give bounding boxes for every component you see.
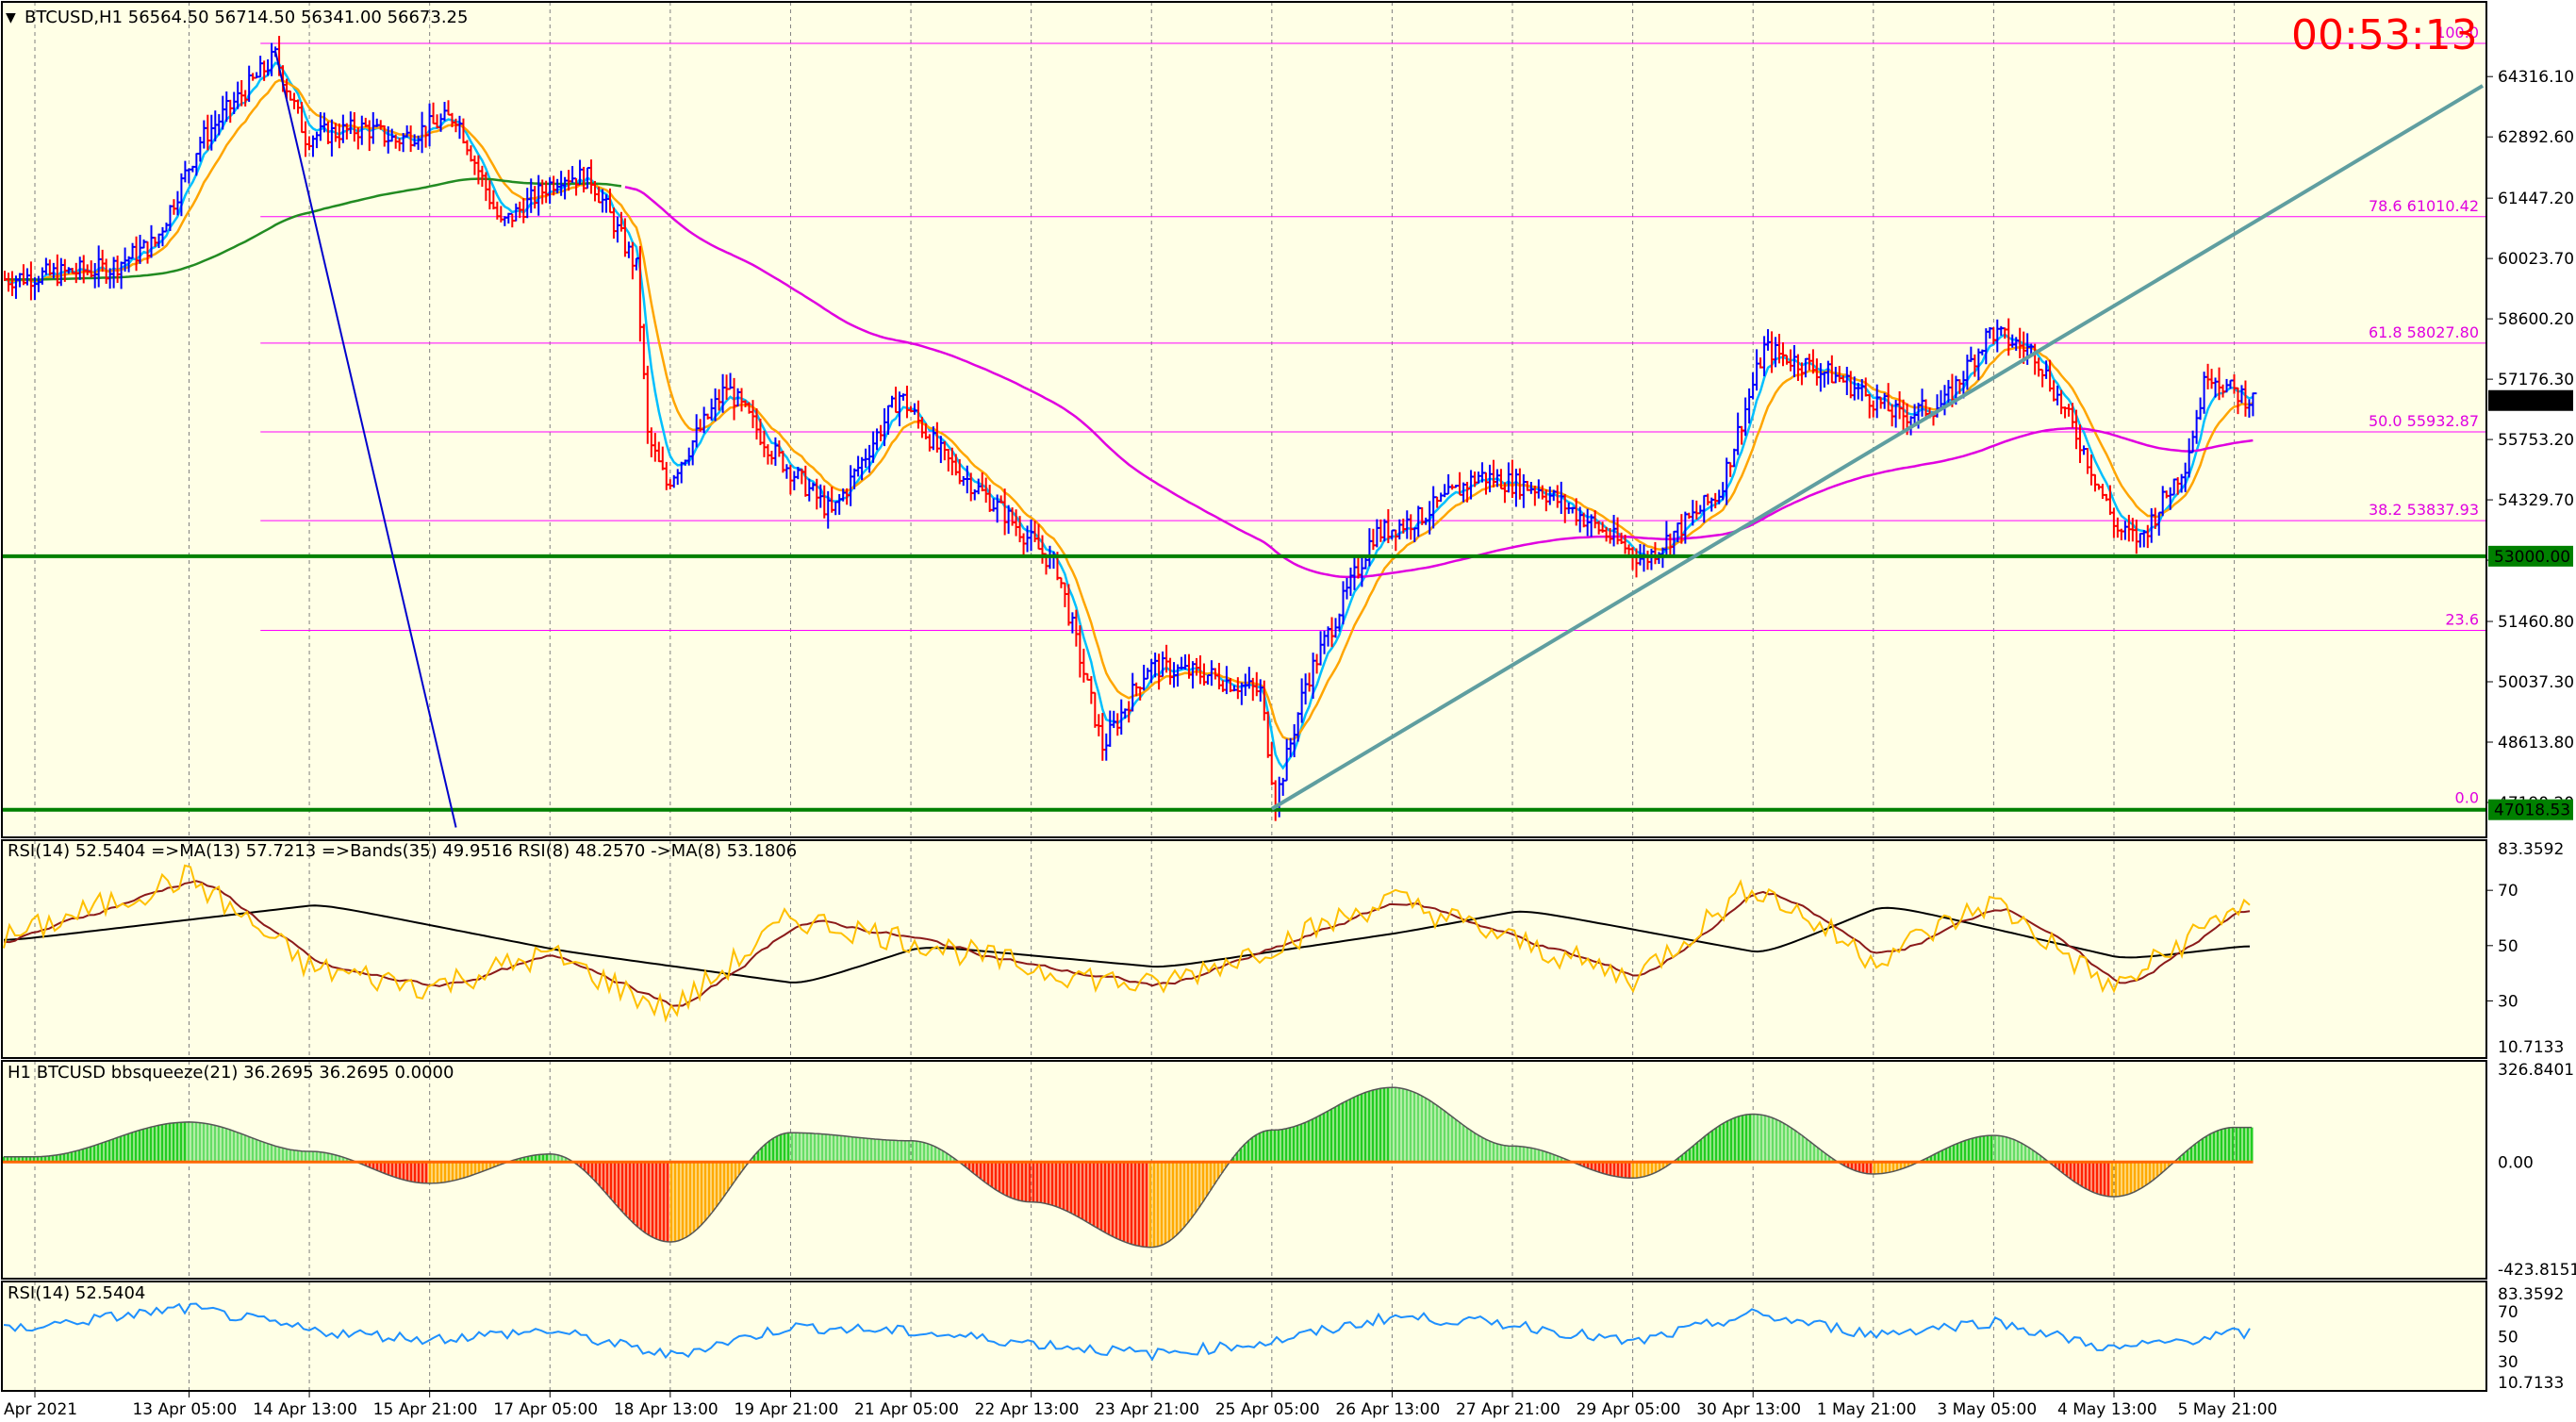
rsi-bands-background[interactable]	[2, 840, 2486, 1058]
rsi-plain-level-label: 30	[2498, 1353, 2518, 1372]
fib-level-label: 61.8 58027.80	[2369, 323, 2479, 341]
trendline	[1270, 84, 2485, 811]
time-tick-label: 30 Apr 13:00	[1696, 1400, 1801, 1419]
support-high-label-box	[2488, 545, 2573, 567]
time-tick-label: 23 Apr 21:00	[1095, 1400, 1199, 1419]
time-tick-label: 11 Apr 2021	[0, 1400, 77, 1419]
price-tick-label: 57176.30	[2498, 371, 2574, 389]
fib-level-label: 100.0	[2436, 24, 2479, 41]
rsi-bands-level-label: 50	[2498, 937, 2518, 956]
time-tick-label: 26 Apr 13:00	[1335, 1400, 1440, 1419]
price-tick-label: 58600.20	[2498, 310, 2574, 329]
time-tick-label: 15 Apr 21:00	[373, 1400, 478, 1419]
fib-level-label: 78.6 61010.42	[2369, 197, 2479, 215]
fib-level-label: 50.0 55932.87	[2369, 412, 2479, 430]
current-price-label-box	[2488, 389, 2573, 411]
ma-long-magenta-line	[624, 186, 2254, 579]
rsi-plain-frame	[1, 1281, 2487, 1392]
price-bars	[4, 36, 2257, 821]
chart-objects[interactable]	[2, 51, 2486, 828]
price-tick-label: 50037.30	[2498, 673, 2574, 692]
rsi-plain-level-label: 50	[2498, 1329, 2518, 1348]
time-tick-label: 14 Apr 13:00	[253, 1400, 357, 1419]
rsi-bands-level-label: 30	[2498, 992, 2518, 1011]
time-tick-label: 1 May 21:00	[1817, 1400, 1917, 1419]
price-tick-label: 64316.10	[2498, 68, 2574, 87]
bbsqueeze-zero-label: 0.00	[2498, 1153, 2534, 1172]
bbsqueeze-outline	[4, 1086, 2252, 1248]
rsi-bands-top-label: 83.3592	[2498, 840, 2564, 859]
bbsqueeze-top-label: 326.8401	[2498, 1061, 2574, 1080]
rsi-bands-line	[3, 904, 2251, 984]
bbsqueeze-indicator: 326.8401 0.00 -423.8151	[2, 1061, 2576, 1280]
time-tick-label: 22 Apr 13:00	[975, 1400, 1080, 1419]
time-tick-label: 18 Apr 13:00	[614, 1400, 718, 1419]
time-tick-label: 19 Apr 21:00	[734, 1400, 838, 1419]
rsi-bands-frame	[1, 839, 2487, 1059]
current-price-label: 56673.25	[2494, 392, 2570, 411]
rsi-plain-header: RSI(14) 52.5404	[8, 1283, 145, 1303]
fib-level-label: 38.2 53837.93	[2369, 501, 2479, 519]
rsi-plain-bottom-label: 10.7133	[2498, 1374, 2564, 1393]
price-tick-label: 60023.70	[2498, 250, 2574, 269]
time-tick-label: 4 May 13:00	[2057, 1400, 2157, 1419]
time-tick-label: 25 Apr 05:00	[1215, 1400, 1320, 1419]
price-tick-label: 54329.70	[2498, 491, 2574, 510]
time-tick-label: 21 Apr 05:00	[854, 1400, 959, 1419]
rsi14-line	[3, 1302, 2251, 1362]
time-tick-label: 17 Apr 05:00	[493, 1400, 598, 1419]
time-tick-label: 29 Apr 05:00	[1577, 1400, 1681, 1419]
price-tick-label: 61447.20	[2498, 190, 2574, 208]
price-tick-label: 51460.80	[2498, 613, 2574, 632]
bbsqueeze-bottom-label: -423.8151	[2498, 1261, 2576, 1280]
support-low-label-box	[2488, 799, 2573, 820]
rsi-plain-background[interactable]	[2, 1281, 2486, 1391]
menu-triangle-icon[interactable]: ▼	[6, 10, 16, 25]
time-tick-label: 5 May 21:00	[2178, 1400, 2278, 1419]
time-axis-background	[0, 1393, 2576, 1422]
time-tick-label: 13 Apr 05:00	[132, 1400, 237, 1419]
rsi-bands-level-label: 70	[2498, 882, 2518, 901]
rsi-bands-header: RSI(14) 52.5404 =>MA(13) 57.7213 =>Bands…	[8, 841, 797, 861]
price-tick-label: 48613.80	[2498, 734, 2574, 752]
rsi-plain-level-label: 70	[2498, 1303, 2518, 1322]
ma-slow-line	[4, 78, 2254, 741]
candle-countdown: 00:53:13	[2291, 11, 2478, 59]
axes: 11 Apr 2021 13 Apr 05:00 14 Apr 13:00 15 Ap…	[0, 68, 2574, 1419]
price-tick-label: 62892.60	[2498, 128, 2574, 147]
price-tick-label: 55753.20	[2498, 431, 2574, 450]
rsi-bands-bottom-label: 10.7133	[2498, 1038, 2564, 1057]
rsi-ma-line	[3, 880, 2251, 1007]
fib-anchor-line	[274, 51, 457, 828]
time-tick-label: 3 May 05:00	[1937, 1400, 2037, 1419]
time-tick-label: 27 Apr 21:00	[1456, 1400, 1560, 1419]
symbol-header: BTCUSD,H1 56564.50 56714.50 56341.00 566…	[25, 8, 468, 27]
support-low-label: 47018.53	[2494, 802, 2570, 820]
bbsqueeze-frame	[1, 1060, 2487, 1280]
rsi-plain-top-label: 83.3592	[2498, 1285, 2564, 1304]
rsi8-line	[3, 864, 2251, 1023]
main-chart-frame	[1, 1, 2487, 838]
support-high-label: 53000.00	[2494, 548, 2570, 567]
fib-level-label: 0.0	[2455, 789, 2479, 807]
rsi-bands-indicator: 83.3592 70 50 30 10.7133	[3, 840, 2564, 1057]
bbsqueeze-header: H1 BTCUSD bbsqueeze(21) 36.2695 36.2695 …	[8, 1063, 454, 1083]
fib-level-label: 23.6	[2445, 610, 2479, 628]
